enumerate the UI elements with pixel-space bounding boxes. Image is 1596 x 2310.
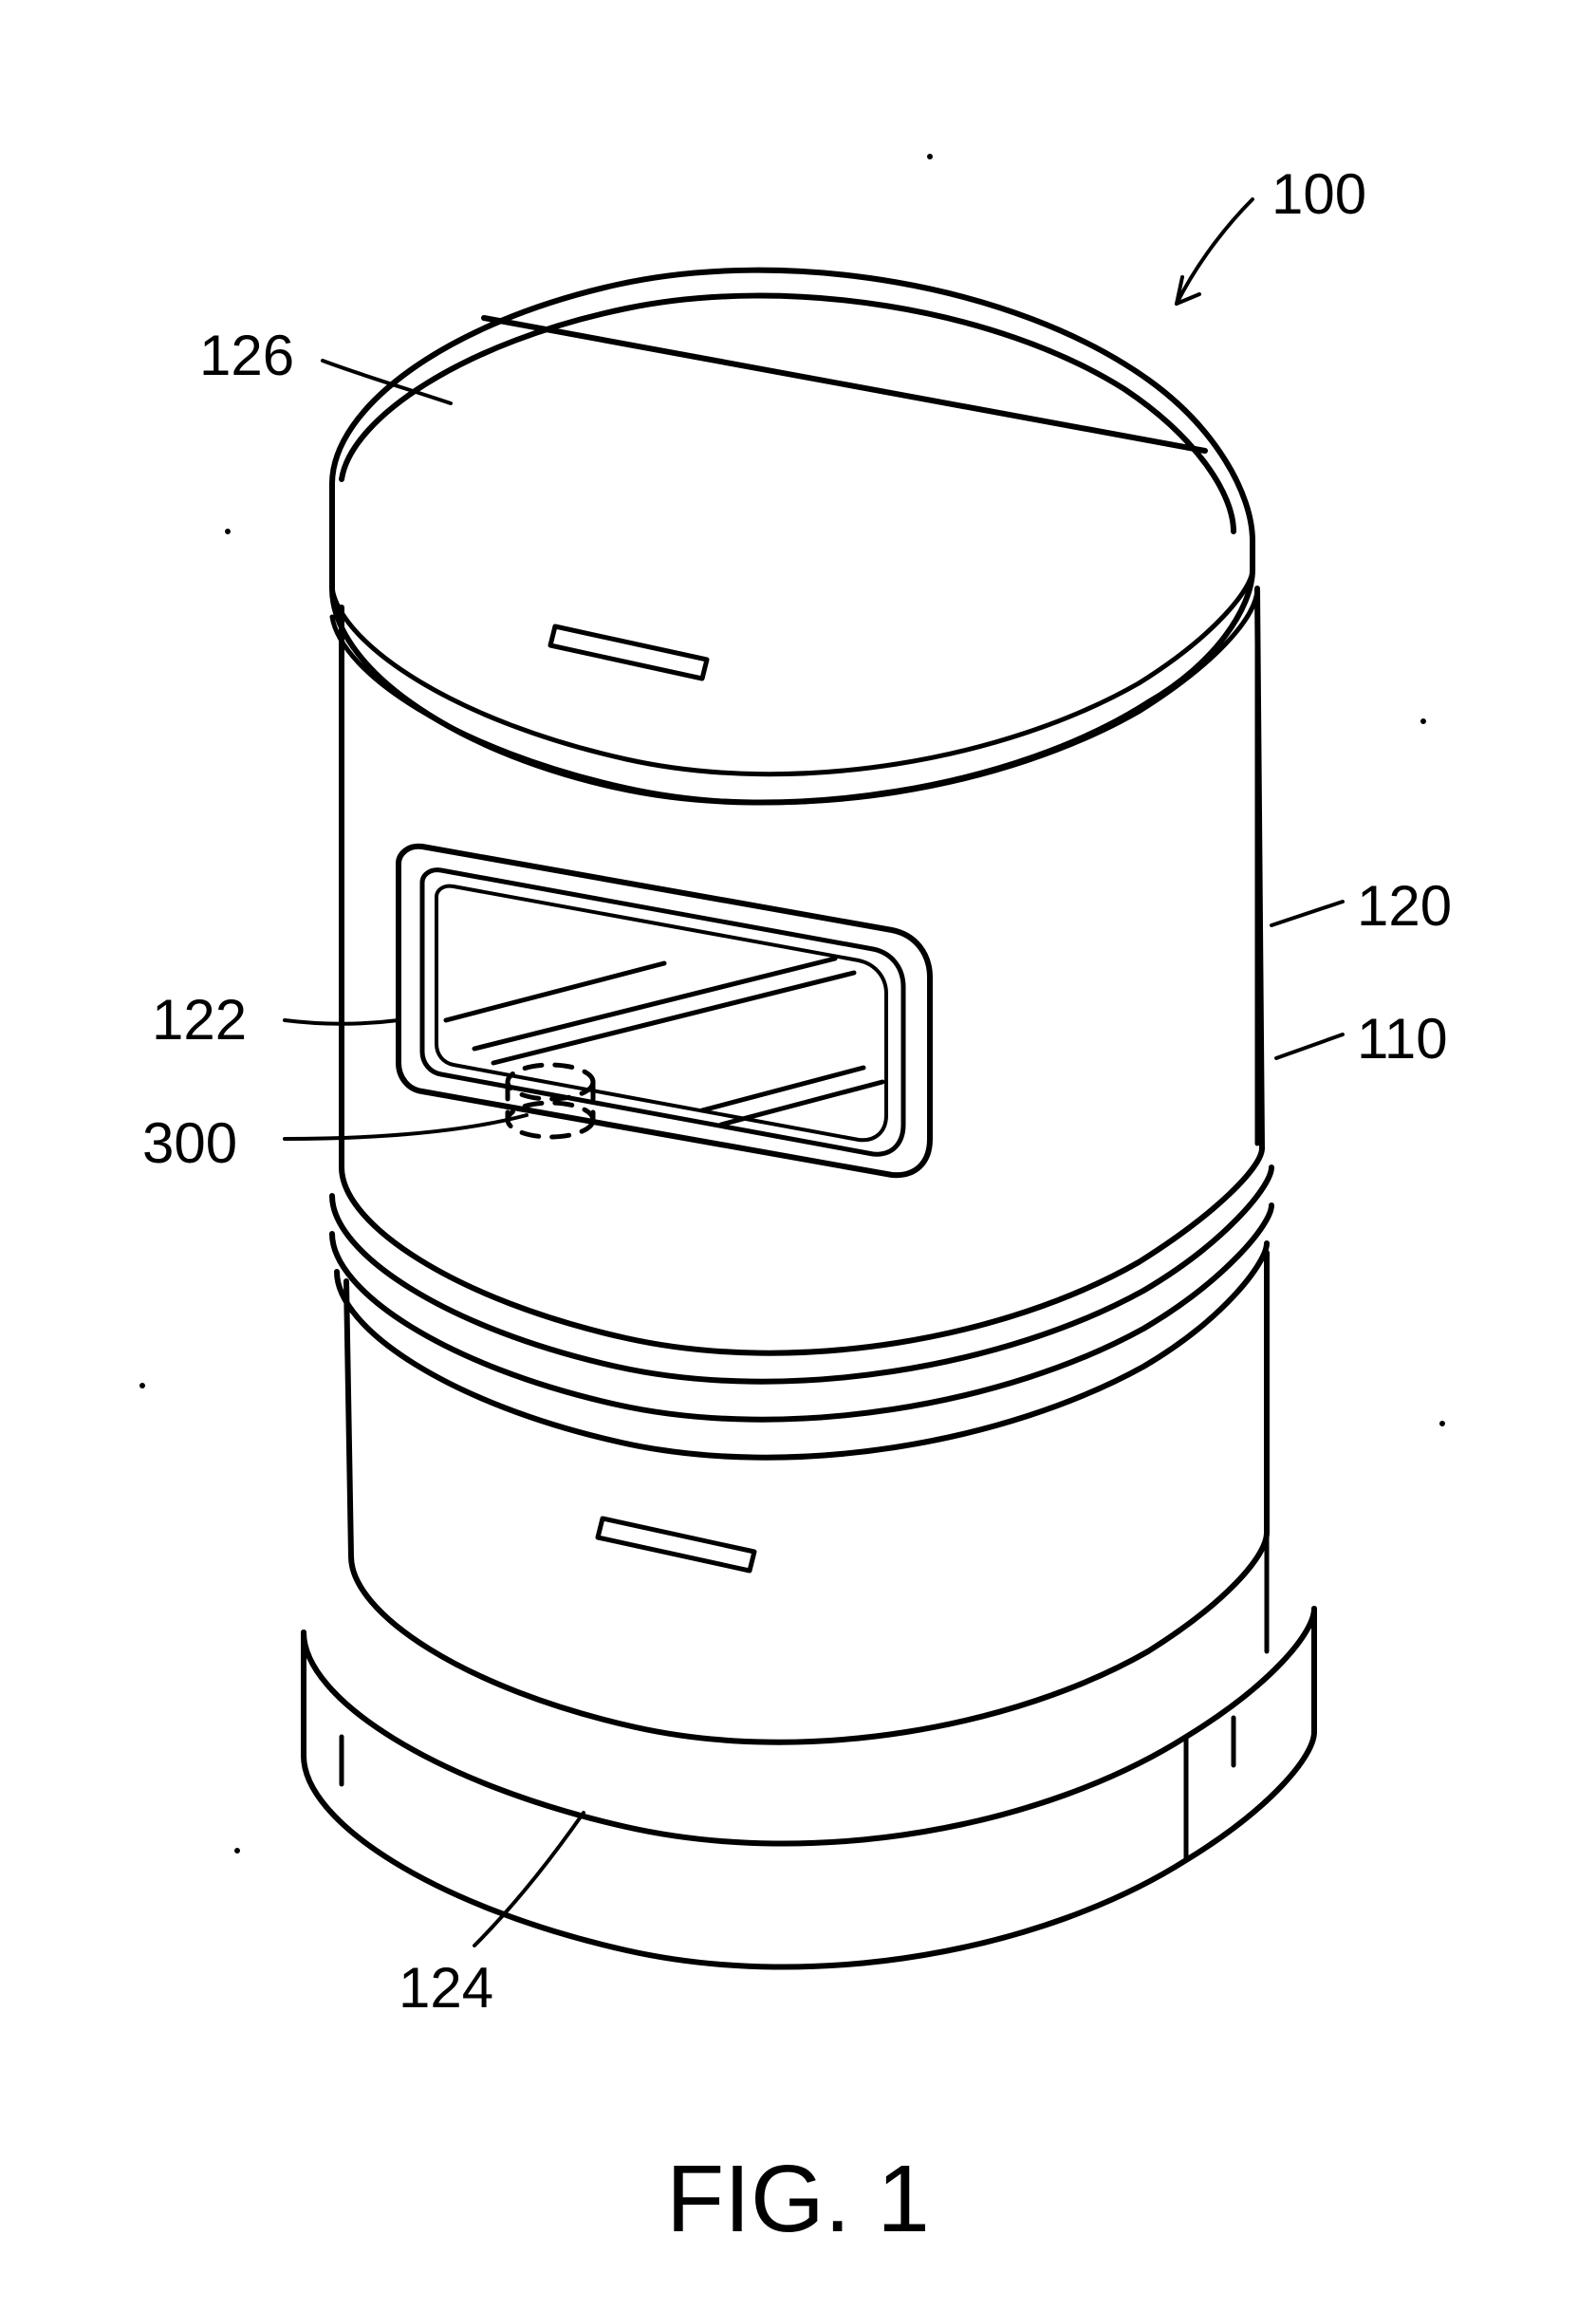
- label-110: 110: [1357, 1006, 1448, 1071]
- label-122: 122: [152, 987, 247, 1053]
- label-300: 300: [142, 1110, 237, 1176]
- patent-figure-page: 100 126 120 110 122 300 124 FIG. 1: [0, 0, 1596, 2310]
- label-100: 100: [1271, 161, 1366, 227]
- label-126: 126: [199, 323, 294, 388]
- label-124: 124: [399, 1955, 493, 2021]
- figure-caption: FIG. 1: [666, 2145, 930, 2254]
- label-120: 120: [1357, 873, 1452, 939]
